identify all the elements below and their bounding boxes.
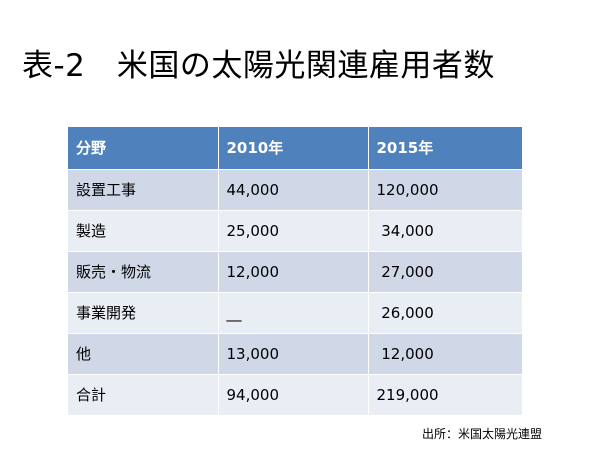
table-header-row: 分野 2010年 2015年	[68, 127, 523, 170]
cell-2010: 44,000	[218, 169, 369, 211]
cell-2010: 25,000	[218, 210, 369, 252]
header-2010: 2010年	[218, 127, 369, 170]
cell-2010: 12,000	[218, 251, 369, 293]
cell-2015: 12,000	[368, 333, 523, 375]
cell-2015: 34,000	[368, 210, 523, 252]
cell-field: 設置工事	[68, 169, 219, 211]
table-row: 合計 94,000 219,000	[68, 374, 523, 416]
cell-2015: 26,000	[368, 292, 523, 334]
cell-2010: 94,000	[218, 374, 369, 416]
cell-2015: 27,000	[368, 251, 523, 293]
header-2015: 2015年	[368, 127, 523, 170]
employment-table: 分野 2010年 2015年 設置工事 44,000 120,000 製造 25…	[68, 127, 523, 416]
cell-field: 合計	[68, 374, 219, 416]
cell-field: 販売・物流	[68, 251, 219, 293]
header-field: 分野	[68, 127, 219, 170]
table-row: 設置工事 44,000 120,000	[68, 169, 523, 211]
table-row: 販売・物流 12,000 27,000	[68, 251, 523, 293]
cell-2015: 120,000	[368, 169, 523, 211]
cell-field: 製造	[68, 210, 219, 252]
cell-2015: 219,000	[368, 374, 523, 416]
table-row: 事業開発 __ 26,000	[68, 292, 523, 334]
cell-2010: 13,000	[218, 333, 369, 375]
source-note: 出所：米国太陽光連盟	[421, 427, 542, 441]
slide-title: 表-2 米国の太陽光関連雇用者数	[22, 48, 495, 84]
cell-field: 事業開発	[68, 292, 219, 334]
table-row: 他 13,000 12,000	[68, 333, 523, 375]
cell-2010: __	[218, 292, 369, 334]
cell-field: 他	[68, 333, 219, 375]
table-row: 製造 25,000 34,000	[68, 210, 523, 252]
